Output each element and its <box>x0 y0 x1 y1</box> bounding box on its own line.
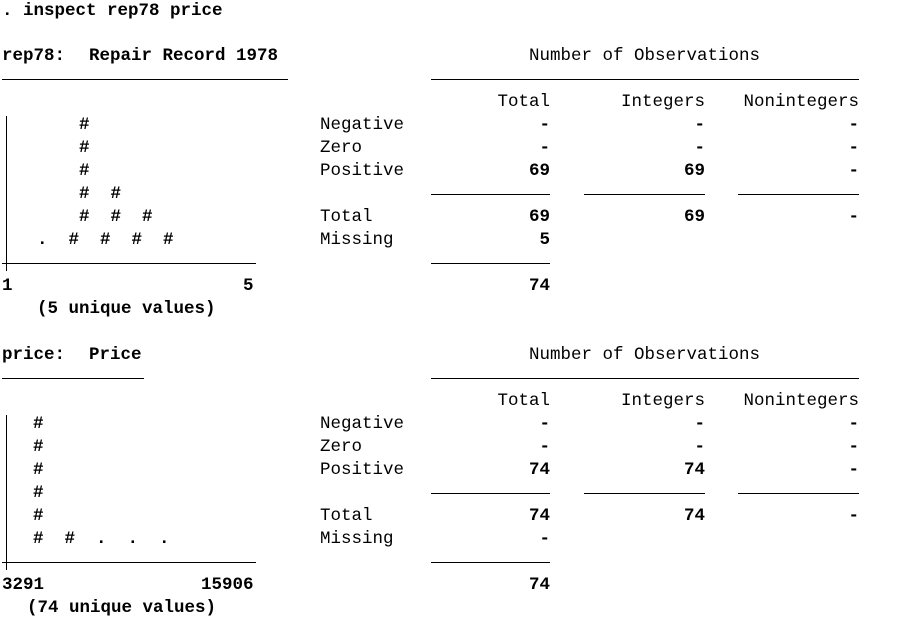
subtotal-rule-integers <box>584 194 705 195</box>
col-total: Total <box>497 391 550 411</box>
subtotal-rule-total <box>431 194 550 195</box>
histogram-row: # <box>33 437 44 457</box>
histogram-row: # # <box>37 184 122 204</box>
histogram-x-axis <box>2 562 256 563</box>
command-line: . inspect rep78 price <box>2 1 223 21</box>
row-label-total: Total <box>320 207 373 227</box>
grand-total: 74 <box>528 276 550 296</box>
row-label-zero: Zero <box>320 437 363 457</box>
histogram-row: . # # # # <box>37 230 174 250</box>
unique-values: (74 unique values) <box>27 598 217 618</box>
axis-min: 3291 <box>2 575 45 595</box>
histogram-row: # <box>37 138 90 158</box>
cell-positive-total: 69 <box>528 161 550 181</box>
cell-total-integers: 69 <box>683 207 705 227</box>
cell-zero-integers: - <box>694 138 705 158</box>
row-label-missing: Missing <box>320 230 394 250</box>
cell-total-total: 74 <box>528 506 550 526</box>
histogram-row: # <box>37 115 90 135</box>
col-nonintegers: Nonintegers <box>743 92 859 112</box>
cell-positive-nonintegers: - <box>848 161 859 181</box>
cell-zero-integers: - <box>694 437 705 457</box>
cell-missing-total: 5 <box>539 230 550 250</box>
grand-total-rule <box>431 263 550 264</box>
col-nonintegers: Nonintegers <box>743 391 859 411</box>
cell-zero-nonintegers: - <box>848 437 859 457</box>
variable-name: rep78: <box>2 46 66 66</box>
title-underline <box>2 378 144 379</box>
row-label-zero: Zero <box>320 138 363 158</box>
cell-positive-integers: 69 <box>683 161 705 181</box>
subtotal-rule-nonintegers <box>738 493 859 494</box>
row-label-positive: Positive <box>320 161 405 181</box>
axis-min: 1 <box>2 276 13 296</box>
histogram-row: # <box>33 506 44 526</box>
cell-zero-nonintegers: - <box>848 138 859 158</box>
histogram-row: # # . . . <box>33 529 170 549</box>
grand-total: 74 <box>528 575 550 595</box>
col-total: Total <box>497 92 550 112</box>
cell-negative-total: - <box>539 414 550 434</box>
variable-label: Repair Record 1978 <box>89 46 279 66</box>
cell-positive-integers: 74 <box>683 460 705 480</box>
header-underline <box>431 378 859 379</box>
variable-label: Price <box>89 345 142 365</box>
col-integers: Integers <box>620 391 705 411</box>
cell-zero-total: - <box>539 437 550 457</box>
row-label-negative: Negative <box>320 115 405 135</box>
histogram-row: # <box>33 460 44 480</box>
histogram-row: # <box>37 161 90 181</box>
row-label-missing: Missing <box>320 529 394 549</box>
obs-header: Number of Observations <box>529 345 761 365</box>
subtotal-rule-integers <box>584 493 705 494</box>
axis-max: 5 <box>243 276 254 296</box>
histogram-x-axis <box>2 263 256 264</box>
cell-negative-integers: - <box>694 414 705 434</box>
axis-max: 15906 <box>201 575 254 595</box>
histogram-row: # # # <box>37 207 153 227</box>
cell-total-total: 69 <box>528 207 550 227</box>
grand-total-rule <box>431 562 550 563</box>
histogram-y-axis <box>6 116 7 271</box>
subtotal-rule-nonintegers <box>738 194 859 195</box>
cell-negative-nonintegers: - <box>848 115 859 135</box>
cell-negative-integers: - <box>694 115 705 135</box>
obs-header: Number of Observations <box>529 46 761 66</box>
cell-negative-nonintegers: - <box>848 414 859 434</box>
col-integers: Integers <box>620 92 705 112</box>
histogram-row: # <box>33 483 44 503</box>
header-underline <box>431 79 859 80</box>
row-label-negative: Negative <box>320 414 405 434</box>
cell-positive-nonintegers: - <box>848 460 859 480</box>
unique-values: (5 unique values) <box>37 299 216 319</box>
histogram-row: # <box>33 414 44 434</box>
cell-total-integers: 74 <box>683 506 705 526</box>
cell-positive-total: 74 <box>528 460 550 480</box>
row-label-positive: Positive <box>320 460 405 480</box>
cell-total-nonintegers: - <box>848 506 859 526</box>
cell-negative-total: - <box>539 115 550 135</box>
cell-zero-total: - <box>539 138 550 158</box>
variable-name: price: <box>2 345 66 365</box>
row-label-total: Total <box>320 506 373 526</box>
subtotal-rule-total <box>431 493 550 494</box>
cell-missing-total: - <box>539 529 550 549</box>
cell-total-nonintegers: - <box>848 207 859 227</box>
title-underline <box>2 79 288 80</box>
histogram-y-axis <box>6 415 7 570</box>
